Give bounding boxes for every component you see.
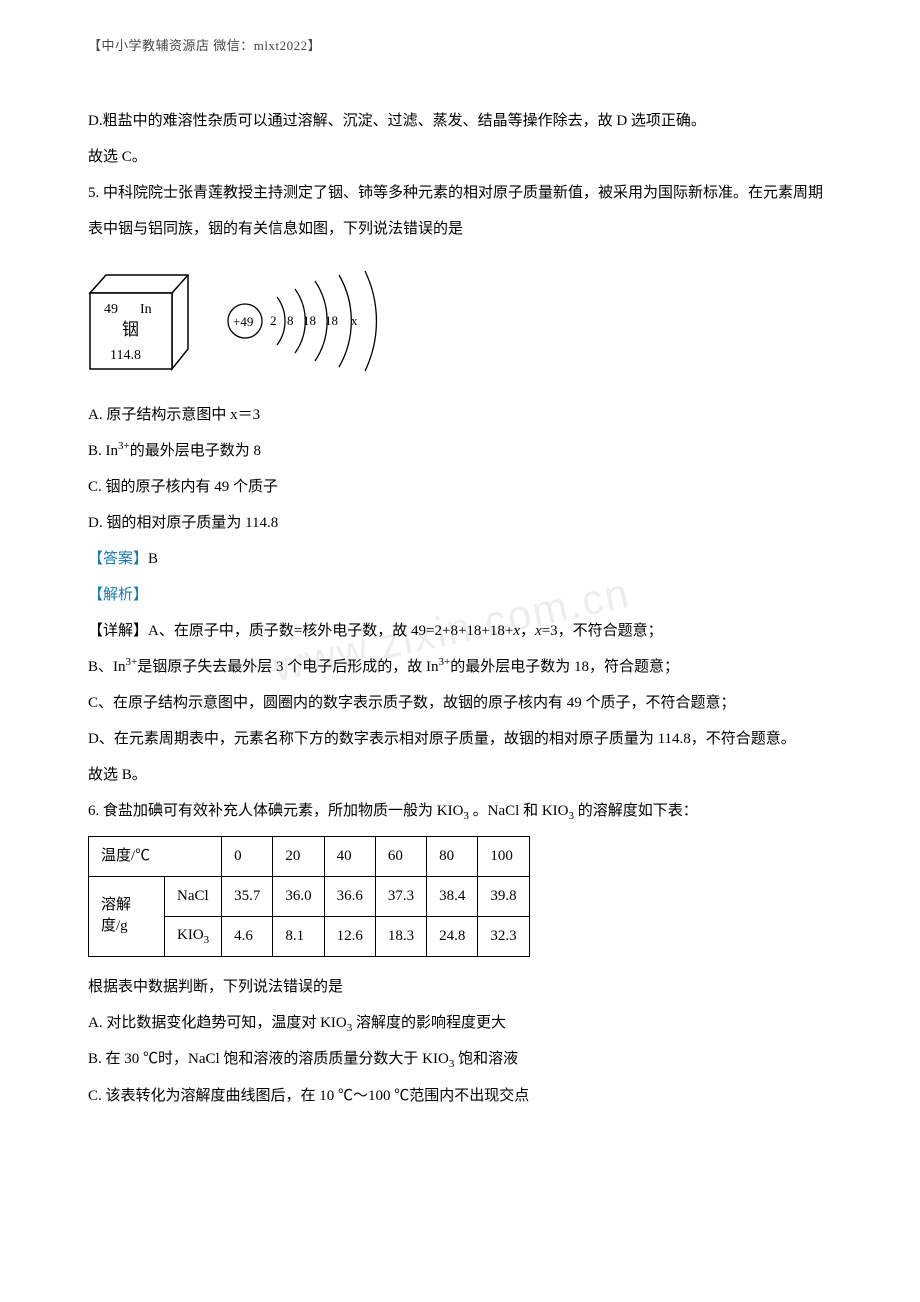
q5b-pre: B. In [88,443,118,459]
q5-option-a: A. 原子结构示意图中 x＝3 [88,397,832,433]
cell: 24.8 [427,916,478,956]
q6-mid: 。NaCl 和 KIO [469,803,569,819]
cell-solubility-label: 溶解度/g [89,876,165,956]
kio3-pre: KIO [177,927,204,943]
q5-figure: 49 In 铟 114.8 +49 2 8 18 18 x [88,261,832,381]
q6-post: 的溶解度如下表： [574,803,698,819]
cell: 18.3 [375,916,426,956]
cell: 60 [375,836,426,876]
deta-x2: x [535,623,542,639]
page-header: 【中小学教辅资源店 微信：mlxt2022】 [88,30,832,61]
cell: 12.6 [324,916,375,956]
detail-a: 【详解】A、在原子中，质子数=核外电子数，故 49=2+8+18+18+x，x=… [88,613,832,649]
svg-text:8: 8 [287,313,294,328]
cell: 32.3 [478,916,529,956]
svg-text:铟: 铟 [122,320,139,339]
cell: 100 [478,836,529,876]
q6-option-c: C. 该表转化为溶解度曲线图后，在 10 ℃～100 ℃范围内不出现交点 [88,1078,832,1114]
table-row: 温度/℃ 0 20 40 60 80 100 [89,836,530,876]
q5-stem: 5. 中科院院士张青莲教授主持测定了铟、铈等多种元素的相对原子质量新值，被采用为… [88,175,832,247]
q6-pre: 6. 食盐加碘可有效补充人体碘元素，所加物质一般为 KIO [88,803,463,819]
svg-text:49: 49 [104,302,118,317]
svg-text:2: 2 [270,313,277,328]
q5-option-c: C. 铟的原子核内有 49 个质子 [88,469,832,505]
svg-text:In: In [140,302,152,317]
detb-post: 的最外层电子数为 18，符合题意； [450,659,679,675]
cell: 4.6 [222,916,273,956]
q6-option-a: A. 对比数据变化趋势可知，温度对 KIO3 溶解度的影响程度更大 [88,1005,832,1041]
deta-x: x [513,623,520,639]
cell: 36.0 [273,876,324,916]
solubility-table: 温度/℃ 0 20 40 60 80 100 溶解度/g NaCl 35.7 3… [88,836,530,957]
cell-kio3-label: KIO3 [165,916,222,956]
analysis-label: 【解析】 [88,577,832,613]
conclude-c: 故选 C。 [88,139,832,175]
answer-value: B [148,551,158,567]
q5-answer: 【答案】B [88,541,832,577]
detail-c: C、在原子结构示意图中，圆圈内的数字表示质子数，故铟的原子核内有 49 个质子，… [88,685,832,721]
cell-temp-label: 温度/℃ [89,836,222,876]
svg-text:114.8: 114.8 [110,348,141,363]
q6-after-table: 根据表中数据判断，下列说法错误的是 [88,969,832,1005]
q6-option-b: B. 在 30 ℃时，NaCl 饱和溶液的溶质质量分数大于 KIO3 饱和溶液 [88,1041,832,1077]
cell: 37.3 [375,876,426,916]
detb-pre: B、In [88,659,126,675]
table-row: 溶解度/g NaCl 35.7 36.0 36.6 37.3 38.4 39.8 [89,876,530,916]
q5-option-b: B. In3+的最外层电子数为 8 [88,433,832,469]
cell: 38.4 [427,876,478,916]
cell: 80 [427,836,478,876]
svg-text:18: 18 [303,313,316,328]
cell: 0 [222,836,273,876]
detb-mid: 是铟原子失去最外层 3 个电子后形成的，故 In [137,659,438,675]
cell: 40 [324,836,375,876]
svg-text:x: x [351,313,358,328]
atom-structure-diagram: +49 2 8 18 18 x [215,261,415,381]
q6a-pre: A. 对比数据变化趋势可知，温度对 KIO [88,1015,347,1031]
cell: 35.7 [222,876,273,916]
q5b-post: 的最外层电子数为 8 [130,443,261,459]
detail-b: B、In3+是铟原子失去最外层 3 个电子后形成的，故 In3+的最外层电子数为… [88,649,832,685]
cell-nacl-label: NaCl [165,876,222,916]
content-area: D.粗盐中的难溶性杂质可以通过溶解、沉淀、过滤、蒸发、结晶等操作除去，故 D 选… [88,103,832,1114]
q6b-post: 饱和溶液 [454,1051,518,1067]
kio3-sub: 3 [204,934,210,946]
element-cube: 49 In 铟 114.8 [88,271,193,371]
cell: 36.6 [324,876,375,916]
svg-text:18: 18 [325,313,338,328]
cell: 39.8 [478,876,529,916]
q6a-post: 溶解度的影响程度更大 [352,1015,506,1031]
q6-stem: 6. 食盐加碘可有效补充人体碘元素，所加物质一般为 KIO3 。NaCl 和 K… [88,793,832,829]
q5-option-d: D. 铟的相对原子质量为 114.8 [88,505,832,541]
q5b-sup: 3+ [118,440,130,452]
deta-mid: ， [520,623,535,639]
deta-post: =3，不符合题意； [542,623,663,639]
detb-sup1: 3+ [126,656,138,668]
cell: 20 [273,836,324,876]
detb-sup2: 3+ [438,656,450,668]
conclude-b: 故选 B。 [88,757,832,793]
option-d-explain: D.粗盐中的难溶性杂质可以通过溶解、沉淀、过滤、蒸发、结晶等操作除去，故 D 选… [88,103,832,139]
deta-pre: 【详解】A、在原子中，质子数=核外电子数，故 49=2+8+18+18+ [88,623,513,639]
nucleus-label: +49 [233,314,253,329]
cell: 8.1 [273,916,324,956]
detail-d: D、在元素周期表中，元素名称下方的数字表示相对原子质量，故铟的相对原子质量为 1… [88,721,832,757]
q6b-pre: B. 在 30 ℃时，NaCl 饱和溶液的溶质质量分数大于 KIO [88,1051,449,1067]
answer-label: 【答案】 [88,551,148,567]
